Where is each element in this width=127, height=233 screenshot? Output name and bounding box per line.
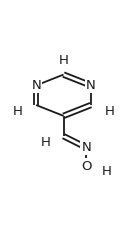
- Text: H: H: [13, 105, 23, 118]
- Text: H: H: [102, 165, 112, 178]
- Text: N: N: [31, 79, 41, 92]
- Text: N: N: [82, 141, 91, 154]
- Text: O: O: [81, 160, 92, 172]
- Text: H: H: [104, 105, 114, 118]
- Text: H: H: [59, 54, 68, 67]
- Text: H: H: [41, 136, 51, 149]
- Text: N: N: [86, 79, 96, 92]
